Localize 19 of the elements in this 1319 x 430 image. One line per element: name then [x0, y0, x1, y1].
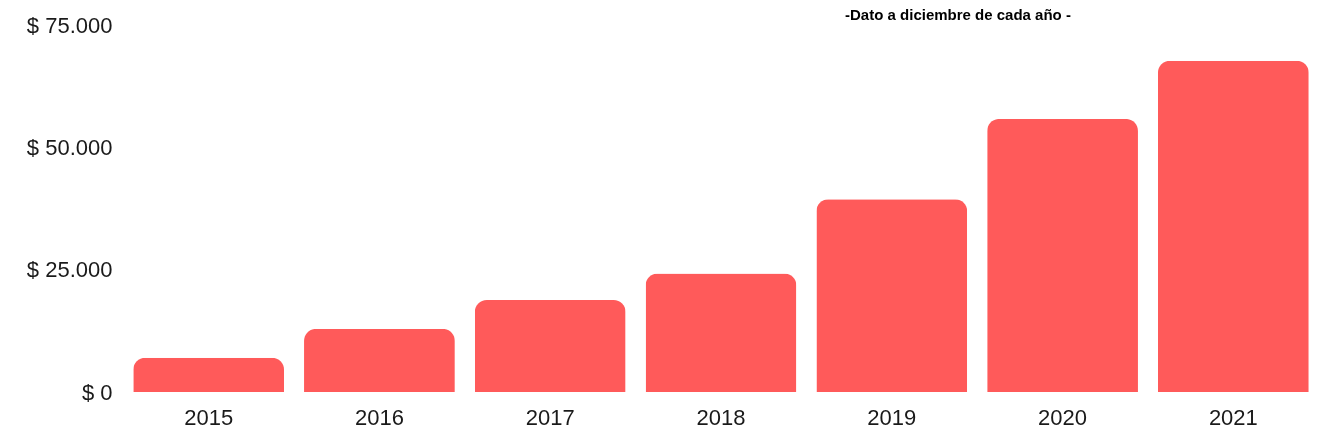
bar [304, 328, 455, 392]
x-tick-label: 2018 [696, 404, 746, 430]
x-tick-label: 2019 [867, 404, 917, 430]
chart-title: -Dato a diciembre de cada año - [845, 6, 1071, 23]
bar [1157, 60, 1309, 392]
x-tick-label: 2021 [1208, 404, 1258, 430]
bar [474, 300, 626, 392]
x-tick-label: 2016 [354, 404, 404, 430]
y-tick-label: $ 25.000 [26, 257, 113, 283]
x-tick-label: 2017 [525, 404, 575, 430]
bar [133, 357, 285, 392]
x-tick-label: 2015 [184, 404, 234, 430]
y-tick-label: $ 75.000 [26, 12, 113, 38]
x-tick-label: 2020 [1038, 404, 1088, 430]
bar [645, 273, 797, 392]
y-tick-label: $ 0 [81, 379, 113, 405]
bar [987, 118, 1138, 392]
bar [816, 199, 968, 392]
y-tick-label: $ 50.000 [26, 134, 113, 160]
